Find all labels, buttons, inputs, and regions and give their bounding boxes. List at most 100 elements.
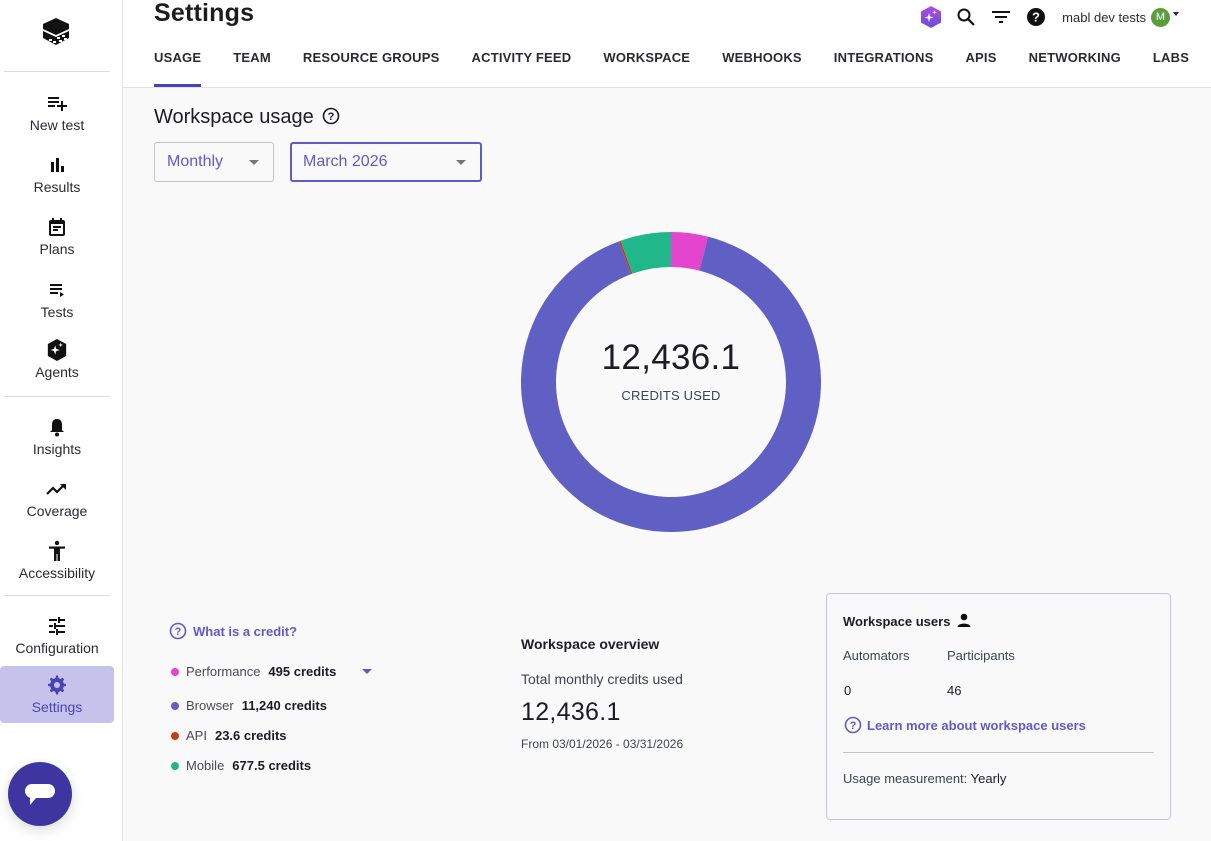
credits-donut-chart: 12,436.1 CREDITS USED [521,232,821,533]
participants-label: Participants [947,648,1015,663]
tab-team[interactable]: TEAM [233,50,271,65]
sidebar-item-plans[interactable]: Plans [0,212,114,268]
sidebar-divider [4,71,110,72]
donut-center: 12,436.1 CREDITS USED [521,232,821,532]
sidebar-divider [4,595,110,596]
bell-icon [46,416,68,438]
calendar-icon [46,216,68,238]
workspace-users-card: Workspace users Automators Participants … [826,593,1171,820]
workspace-overview: Workspace overview Total monthly credits… [521,636,683,751]
legend-label: Mobile [186,758,225,773]
bar-chart-icon [46,154,68,176]
trending-up-icon [46,478,68,500]
legend-item-browser: Browser 11,240 credits [171,695,372,716]
sidebar-item-configuration[interactable]: Configuration [0,611,114,667]
sidebar-item-settings[interactable]: Settings [0,666,114,723]
help-icon[interactable]: ? [1024,5,1048,29]
mabl-logo-icon[interactable] [39,15,73,49]
credits-legend: Performance 495 credits Browser 11,240 c… [171,661,373,776]
legend-label: Performance [186,664,261,679]
legend-item-api: API 23.6 credits [171,725,372,746]
legend-dot [171,667,179,676]
period-select-value: Monthly [167,153,224,170]
sidebar-item-label: Accessibility [18,565,96,581]
svg-text:?: ? [175,626,182,638]
sidebar: New test Results Plans Tests Agents Insi… [0,0,123,841]
accessibility-icon [46,540,68,562]
what-is-a-credit-text: What is a credit? [193,623,298,639]
agent-sparkle-icon [46,339,68,361]
svg-text:?: ? [850,720,857,732]
tab-integrations[interactable]: INTEGRATIONS [833,50,934,65]
tab-networking[interactable]: NETWORKING [1028,50,1121,65]
donut-segment-performance[interactable] [671,232,709,271]
month-select[interactable]: March 2026 [290,142,482,182]
ai-assistant-icon[interactable] [919,5,943,29]
sidebar-item-new-test[interactable]: New test [0,88,114,144]
sidebar-item-label: Settings [31,699,83,715]
sidebar-item-coverage[interactable]: Coverage [0,474,114,530]
tab-resource-groups[interactable]: RESOURCE GROUPS [302,50,440,65]
chat-button[interactable] [8,762,72,826]
sidebar-item-label: Configuration [15,640,99,656]
chevron-down-icon[interactable] [1173,12,1179,16]
overview-date-range: From 03/01/2026 - 03/31/2026 [521,737,684,751]
what-is-a-credit-link[interactable]: ? What is a credit? [169,622,297,640]
donut-segment-mobile[interactable] [620,232,671,274]
tab-activity-feed[interactable]: ACTIVITY FEED [471,50,572,65]
search-icon[interactable] [954,5,978,29]
sidebar-item-label: Tests [40,304,74,320]
sidebar-item-label: Insights [32,441,82,457]
help-circle-icon: ? [169,622,187,640]
help-circle-icon[interactable]: ? [322,107,340,131]
legend-value: 23.6 credits [214,728,287,743]
legend-dot [171,701,179,710]
tab-webhooks[interactable]: WEBHOOKS [722,50,802,65]
tab-workspace[interactable]: WORKSPACE [603,50,691,65]
dropdown-arrow-icon [249,160,259,165]
tab-apis[interactable]: APIS [965,50,997,65]
section-title-text: Workspace usage [154,106,314,128]
legend-value: 495 credits [268,664,337,679]
sidebar-item-insights[interactable]: Insights [0,412,114,468]
gear-icon [46,674,68,696]
sidebar-divider [4,396,110,397]
legend-label: Browser [186,698,234,713]
sidebar-item-tests[interactable]: Tests [0,275,114,331]
sidebar-item-label: Plans [39,241,75,257]
legend-label: API [186,728,207,743]
sidebar-item-label: Results [33,179,81,195]
sidebar-item-label: Agents [35,364,79,380]
usage-measurement-label: Usage measurement: [843,771,968,786]
sidebar-item-results[interactable]: Results [0,150,114,206]
donut-segment-api[interactable] [618,240,633,275]
page-title: Settings [154,0,255,27]
period-select[interactable]: Monthly [154,142,274,182]
card-divider [843,752,1154,753]
usage-measurement: Usage measurement: Yearly [843,771,1006,786]
sidebar-item-label: Coverage [26,503,88,519]
donut-total: 12,436.1 [601,337,741,377]
legend-value: 677.5 credits [232,758,312,773]
sidebar-item-accessibility[interactable]: Accessibility [0,536,114,592]
donut-caption: CREDITS USED [621,387,721,403]
tab-labs[interactable]: LABS [1152,50,1190,65]
month-select-value: March 2026 [303,153,388,170]
workspace-switcher[interactable]: mabl dev tests [1062,9,1146,25]
automators-label: Automators [843,648,910,663]
legend-value: 11,240 credits [241,698,327,713]
person-icon [956,612,972,631]
sidebar-item-agents[interactable]: Agents [0,335,114,391]
expand-caret-icon[interactable] [362,669,373,674]
donut-svg[interactable] [521,232,821,533]
filter-icon[interactable] [989,5,1013,29]
avatar[interactable]: M [1151,7,1170,27]
svg-text:?: ? [327,111,334,123]
legend-item-performance: Performance 495 credits [171,661,373,682]
learn-more-users-link[interactable]: ? Learn more about workspace users [844,716,1086,734]
header-toolbar: ? mabl dev tests M [908,4,1179,30]
help-circle-icon: ? [844,716,862,734]
tab-usage[interactable]: USAGE [154,50,202,88]
usage-measurement-value: Yearly [970,771,1007,786]
dropdown-arrow-icon [456,160,466,165]
